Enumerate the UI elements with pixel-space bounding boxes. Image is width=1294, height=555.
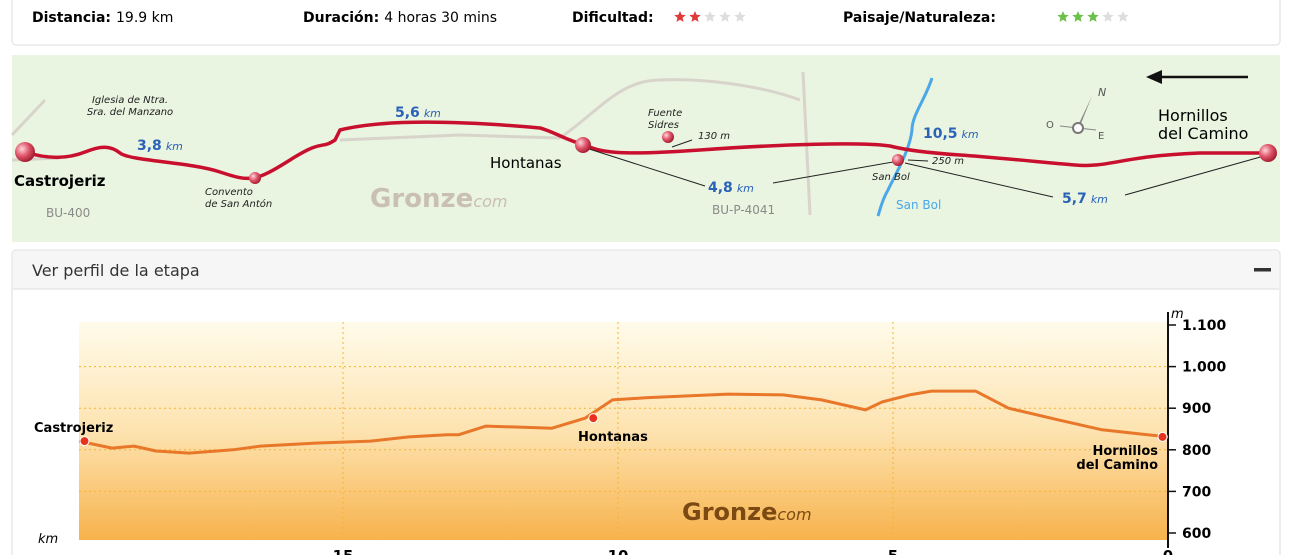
river-label: San Bol: [896, 198, 941, 212]
place-label-line: Hontanas: [578, 430, 648, 445]
compass-w: O: [1046, 120, 1054, 131]
place-label-line: Hornillos: [1092, 444, 1158, 459]
segment-labels: 3,8 km 5,6 km 4,8 km 10,5 km 5,7 km: [137, 105, 1108, 207]
y-axis-label: m: [1171, 307, 1184, 322]
hontanas-label: Hontanas: [490, 154, 562, 172]
start-label: Castrojeriz: [14, 172, 106, 190]
church-label: Iglesia de Ntra. Sra. del Manzano: [87, 95, 173, 118]
chart-watermark: Gronzecom: [682, 498, 812, 526]
compass: N O E: [1046, 86, 1106, 142]
end-label: Hornillos del Camino: [1158, 106, 1248, 143]
place-label-line: Castrojeriz: [34, 421, 113, 436]
x-tick-label: 5: [888, 547, 898, 555]
y-tick-label: 600: [1182, 526, 1211, 542]
star: [1102, 11, 1114, 22]
compass-e: E: [1098, 131, 1104, 142]
star: [719, 11, 731, 22]
y-tick-label: 1.000: [1182, 360, 1227, 376]
x-tick-label: 15: [333, 547, 354, 555]
segment-distance: 4,8 km: [708, 180, 754, 196]
y-tick-label: 700: [1182, 484, 1211, 500]
segment-distance: 5,7 km: [1062, 191, 1108, 207]
segment-distance: 10,5 km: [923, 126, 979, 142]
segment-unit: km: [1091, 193, 1108, 206]
connectors: [582, 139, 1265, 198]
segment-unit: km: [166, 140, 183, 153]
scenery-stars: [1057, 11, 1129, 22]
star: [1087, 11, 1099, 22]
panel-title: Ver perfil de la etapa: [32, 261, 200, 280]
scenery-label: Paisaje/Naturaleza:: [843, 10, 996, 26]
star: [674, 11, 686, 22]
direction-arrow: [1146, 70, 1248, 84]
summary-box: [11, 0, 1281, 46]
distance: Distancia: 19.9 km: [32, 10, 173, 26]
place-dot: [1157, 431, 1168, 442]
segment-distance: 3,8 km: [137, 138, 183, 154]
convent-label: Convento de San Antón: [205, 187, 272, 210]
place-label: Hornillos del Camino: [1076, 444, 1158, 473]
place-dot: [79, 436, 90, 447]
y-tick-label: 900: [1182, 401, 1211, 417]
segment-value: 4,8: [708, 180, 733, 196]
duration: Duración: 4 horas 30 mins: [303, 10, 497, 26]
segment-value: 5,7: [1062, 191, 1087, 207]
watermark-suffix: com: [777, 505, 811, 524]
y-tick-label: 1.100: [1182, 318, 1227, 334]
star: [734, 11, 746, 22]
segment-value: 10,5: [923, 126, 958, 142]
star: [1057, 11, 1069, 22]
segment-value: 3,8: [137, 138, 162, 154]
x-tick-label: 0: [1163, 547, 1173, 555]
x-axis-label: km: [38, 532, 58, 547]
star: [704, 11, 716, 22]
map-watermark: Gronzecom: [370, 184, 507, 214]
fountain-alt: 130 m: [698, 131, 730, 142]
panel-header: [13, 251, 1279, 289]
segment-value: 5,6: [395, 105, 420, 121]
place-label: Castrojeriz: [34, 421, 113, 436]
compass-n: N: [1098, 86, 1106, 99]
watermark-main: Gronze: [682, 498, 777, 526]
place-dot: [588, 413, 599, 424]
segment-unit: km: [737, 182, 754, 195]
elevation-line: [78, 389, 1169, 455]
difficulty-stars: [674, 11, 746, 22]
sanbol-label: San Bol: [872, 172, 910, 183]
map-pins: [15, 131, 1277, 184]
x-tick-label: 10: [608, 547, 629, 555]
segment-unit: km: [962, 128, 979, 141]
place-label: Hontanas: [578, 430, 648, 445]
star: [1072, 11, 1084, 22]
sanbol-alt: 250 m: [932, 156, 964, 167]
fountain-label: Fuente Sidres: [648, 108, 682, 131]
segment-unit: km: [424, 107, 441, 120]
collapse-button[interactable]: [1254, 268, 1271, 272]
map-bg: [12, 55, 1280, 242]
star: [1117, 11, 1129, 22]
plot-bg: [79, 322, 1168, 540]
road-label: BU-P-4041: [712, 203, 775, 217]
road-label: BU-400: [46, 206, 90, 220]
difficulty-label: Dificultad:: [572, 10, 654, 26]
star: [689, 11, 701, 22]
route: [24, 120, 1268, 181]
elevation-chart: 15 10 5 0 1.100 1.000 900 800 700 600 m km Gronzecom…: [34, 307, 1227, 555]
segment-distance: 5,6 km: [395, 105, 441, 121]
place-label-line: del Camino: [1076, 458, 1158, 473]
y-tick-label: 800: [1182, 443, 1211, 459]
